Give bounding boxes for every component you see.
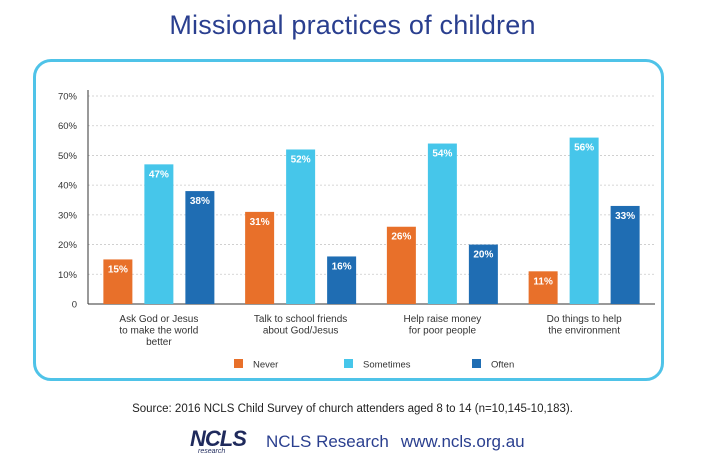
bar [245, 211, 275, 304]
y-tick-label: 20% [58, 240, 78, 251]
data-label: 31% [250, 217, 270, 228]
logo-subtext: research [198, 448, 226, 455]
y-tick-label: 60% [58, 121, 78, 132]
bar [144, 164, 174, 304]
data-label: 56% [574, 143, 594, 154]
chart-frame [33, 59, 664, 381]
chart-title: Missional practices of children [169, 10, 536, 40]
data-label: 11% [533, 276, 553, 287]
legend-label: Sometimes [363, 360, 411, 371]
bar [103, 259, 133, 304]
x-tick-label: the environment [548, 326, 620, 337]
data-label: 20% [473, 250, 493, 261]
ncls-logo: NCLS research [190, 426, 248, 462]
bar [327, 256, 357, 304]
bar [286, 149, 316, 304]
data-label: 15% [108, 264, 128, 275]
legend-label: Often [491, 360, 514, 371]
data-label: 16% [332, 261, 352, 272]
x-tick-label: Talk to school friends [254, 314, 347, 325]
brand-url[interactable]: www.ncls.org.au [400, 432, 525, 451]
data-label: 52% [291, 154, 311, 165]
logo-text: NCLS [190, 426, 247, 451]
y-tick-label: 0 [72, 300, 77, 311]
x-tick-label: about God/Jesus [263, 326, 339, 337]
y-tick-label: 10% [58, 270, 78, 281]
data-label: 54% [432, 149, 452, 160]
bar [528, 271, 558, 304]
legend-swatch [472, 359, 481, 368]
y-tick-label: 30% [58, 210, 78, 221]
bar [468, 244, 498, 304]
data-label: 33% [615, 211, 635, 222]
footer-brand: NCLS Research www.ncls.org.au [266, 432, 525, 452]
x-tick-label: better [146, 337, 172, 348]
legend-label: Never [253, 360, 278, 371]
bar [386, 226, 416, 304]
data-label: 47% [149, 169, 169, 180]
x-tick-label: to make the world [119, 326, 198, 337]
x-tick-label: Help raise money [403, 314, 481, 325]
y-tick-label: 50% [58, 151, 78, 162]
x-tick-label: Ask God or Jesus [119, 314, 198, 325]
x-tick-label: Do things to help [547, 314, 622, 325]
y-tick-label: 40% [58, 181, 78, 192]
bar [569, 137, 599, 304]
bar [610, 205, 640, 304]
bar [427, 143, 457, 304]
bar-chart: 0 10% 20% 30% 40% 50% 60% 70% 15% 47% 38% Ask God o… [58, 90, 655, 371]
data-label: 38% [190, 196, 210, 207]
footer: NCLS research NCLS Research www.ncls.org.… [0, 424, 705, 464]
data-label: 26% [391, 232, 411, 243]
legend-swatch [344, 359, 353, 368]
source-note: Source: 2016 NCLS Child Survey of church… [132, 403, 573, 415]
x-tick-label: for poor people [409, 326, 477, 337]
legend-swatch [234, 359, 243, 368]
y-tick-label: 70% [58, 92, 78, 103]
brand-name: NCLS Research [266, 432, 389, 451]
bar [185, 191, 215, 304]
